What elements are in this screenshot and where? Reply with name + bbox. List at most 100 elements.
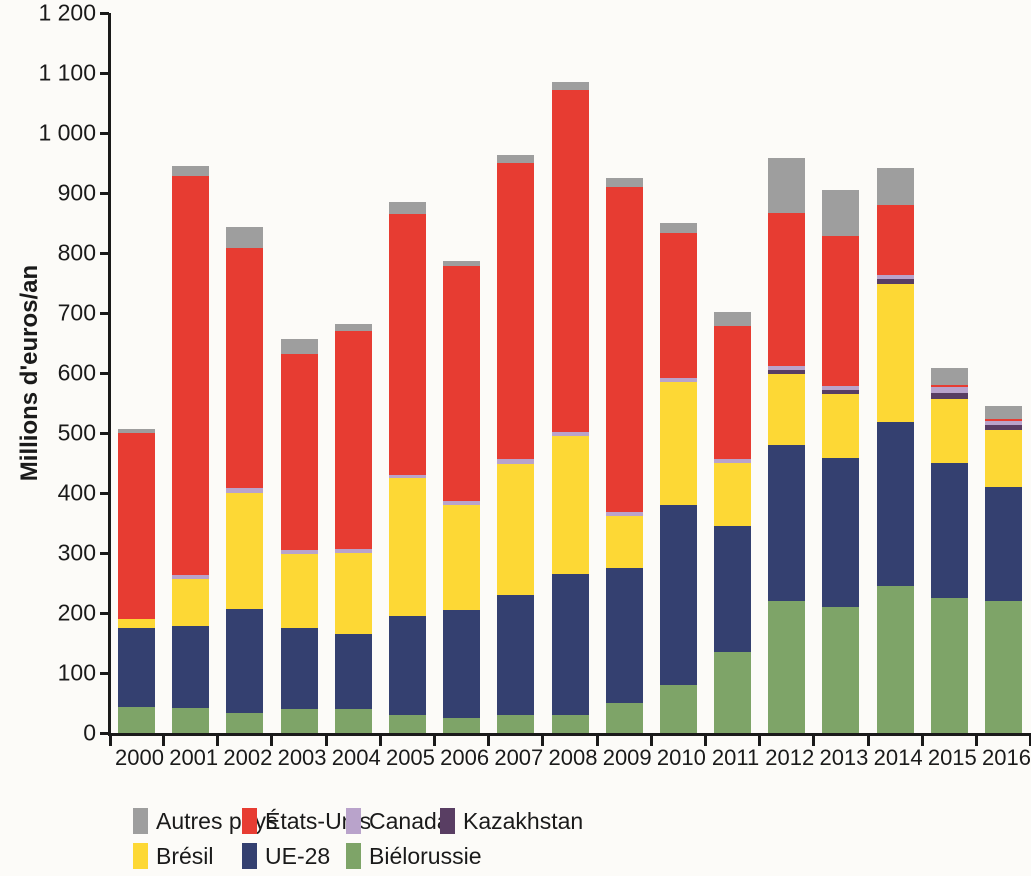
legend-label-ue-28: UE-28 xyxy=(265,843,331,869)
bar-segment-2014-bresil xyxy=(876,284,914,423)
y-axis-tick xyxy=(100,491,109,495)
bar-segment-2013-bresil xyxy=(822,394,860,459)
bar-segment-2000-autres-pays xyxy=(118,428,155,433)
bar-segment-2004-bielorussie xyxy=(334,709,372,733)
legend-swatch-etats-unis xyxy=(242,808,257,834)
bar-segment-2013-bielorussie xyxy=(822,607,860,733)
bar-segment-2004-bresil xyxy=(334,553,372,634)
bar-segment-2007-canada xyxy=(497,459,535,465)
bar-segment-2011-ue-28 xyxy=(714,526,752,652)
x-year-label-2014: 2014 xyxy=(873,745,923,770)
bar-segment-2008-bresil xyxy=(551,436,589,574)
y-tick-label: 600 xyxy=(57,359,96,386)
bar-segment-2002-bresil xyxy=(226,493,264,609)
y-tick-label: 800 xyxy=(57,239,96,266)
bar-segment-2015-bresil xyxy=(930,398,968,463)
bar-segment-2007-bielorussie xyxy=(497,715,535,733)
bar-segment-2016-autres-pays xyxy=(985,406,1022,419)
bar-segment-2014-ue-28 xyxy=(876,422,914,586)
bar-segment-2003-ue-28 xyxy=(280,628,318,709)
bar-segment-2013-etats-unis xyxy=(822,236,860,387)
legend-label-autres-pays: Autres pays xyxy=(156,808,278,834)
bar-segment-2005-canada xyxy=(388,475,426,478)
bar-segment-2003-bresil xyxy=(280,554,318,628)
bar-segment-2007-etats-unis xyxy=(497,163,535,460)
x-axis-tick xyxy=(812,736,816,746)
bar-segment-2012-ue-28 xyxy=(768,445,806,601)
bar-segment-2001-bielorussie xyxy=(172,707,210,733)
bar-segment-2015-etats-unis xyxy=(930,385,968,388)
x-year-label-2003: 2003 xyxy=(277,745,327,770)
bar-segment-2011-bielorussie xyxy=(714,652,752,733)
x-axis-tick xyxy=(920,736,924,746)
bar-segment-2004-canada xyxy=(334,549,372,553)
x-axis-tick xyxy=(649,736,653,746)
y-axis-tick xyxy=(100,371,109,375)
x-axis-tick xyxy=(974,736,978,746)
legend-swatch-bresil xyxy=(133,843,148,869)
bar-segment-2009-ue-28 xyxy=(605,568,643,703)
bar-segment-2011-bresil xyxy=(714,463,752,526)
x-axis-tick xyxy=(216,736,220,746)
y-tick-label: 500 xyxy=(57,419,96,446)
bar-segment-2008-bielorussie xyxy=(551,715,589,733)
bar-segment-2000-etats-unis xyxy=(118,433,155,619)
bar-segment-2014-canada xyxy=(876,275,914,280)
bar-segment-2003-autres-pays xyxy=(280,338,318,354)
bar-segment-2011-canada xyxy=(714,458,752,463)
legend-label-bielorussie: Biélorussie xyxy=(369,843,482,869)
bar-segment-2015-ue-28 xyxy=(930,463,968,598)
bar-segment-2015-bielorussie xyxy=(930,598,968,733)
bar-segment-2016-bielorussie xyxy=(985,601,1022,733)
bar-segment-2014-autres-pays xyxy=(876,168,914,205)
bar-segment-2005-bielorussie xyxy=(388,715,426,733)
bar-segment-2010-etats-unis xyxy=(659,233,697,378)
bar-segment-2014-etats-unis xyxy=(876,205,914,276)
y-axis-tick xyxy=(100,551,109,555)
y-tick-label: 1 100 xyxy=(38,59,96,86)
bar-segment-2009-autres-pays xyxy=(605,178,643,187)
bar-segment-2012-etats-unis xyxy=(768,212,806,366)
bar-segment-2006-bielorussie xyxy=(443,718,481,733)
bar-segment-2012-canada xyxy=(768,365,806,370)
x-axis-tick xyxy=(487,736,491,746)
bar-segment-2009-etats-unis xyxy=(605,187,643,513)
bar-segment-2007-autres-pays xyxy=(497,155,535,163)
bar-segment-2016-etats-unis xyxy=(985,418,1022,421)
legend-label-kazakhstan: Kazakhstan xyxy=(463,808,584,834)
bar-segment-2006-bresil xyxy=(443,505,481,610)
x-year-label-2001: 2001 xyxy=(169,745,219,770)
x-axis-tick xyxy=(595,736,599,746)
legend-swatch-ue-28 xyxy=(242,843,257,869)
y-tick-label: 100 xyxy=(57,659,96,686)
bar-segment-2002-ue-28 xyxy=(226,608,264,714)
legend-swatch-kazakhstan xyxy=(440,808,455,834)
x-axis-tick xyxy=(324,736,328,746)
x-year-label-2009: 2009 xyxy=(602,745,652,770)
bar-segment-2009-bresil xyxy=(605,515,643,568)
y-axis-tick xyxy=(100,251,109,255)
bar-segment-2016-ue-28 xyxy=(985,487,1022,601)
y-axis-tick xyxy=(100,611,109,615)
x-axis-tick xyxy=(541,736,545,746)
x-year-label-2002: 2002 xyxy=(223,745,273,770)
x-year-label-2007: 2007 xyxy=(494,745,544,770)
bar-segment-2000-bresil xyxy=(118,619,155,628)
bar-segment-2004-ue-28 xyxy=(334,634,372,709)
y-tick-label: 400 xyxy=(57,479,96,506)
y-tick-label: 0 xyxy=(83,719,96,746)
y-axis-tick xyxy=(100,671,109,675)
bar-segment-2007-ue-28 xyxy=(497,595,535,715)
bar-segment-2003-etats-unis xyxy=(280,353,318,550)
legend-label-bresil: Brésil xyxy=(156,843,214,869)
bar-segment-2011-etats-unis xyxy=(714,326,752,459)
bar-segment-2012-autres-pays xyxy=(768,158,806,213)
bar-segment-2012-bielorussie xyxy=(768,601,806,733)
bar-segment-2016-kazakhstan xyxy=(985,425,1022,430)
bar-segment-2007-bresil xyxy=(497,464,535,595)
bar-segment-2001-etats-unis xyxy=(172,176,210,576)
bar-segment-2002-bielorussie xyxy=(226,713,264,733)
x-year-label-2004: 2004 xyxy=(331,745,381,770)
bar-segment-2008-etats-unis xyxy=(551,89,589,432)
bar-segment-2010-bielorussie xyxy=(659,685,697,733)
